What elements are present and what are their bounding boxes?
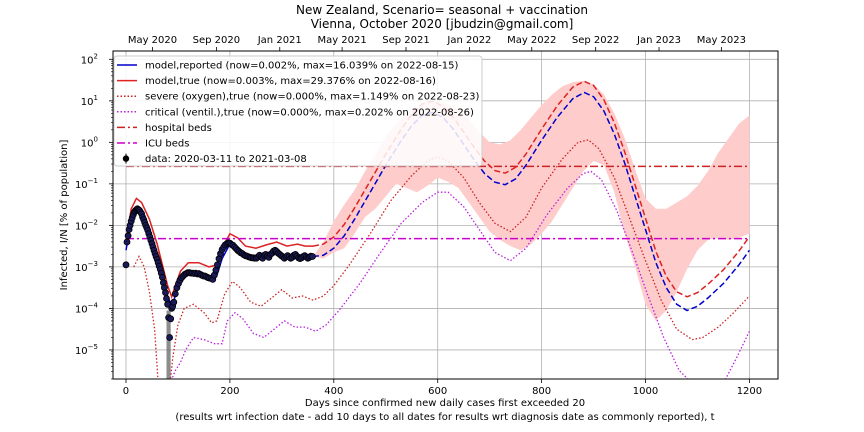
plot-frame: [112, 50, 779, 380]
legend-model-true-label: model,true (now=0.003%, max=29.376% on 2…: [145, 76, 436, 87]
top-date-label: May 2021: [317, 35, 366, 46]
y-tick-label: 100: [81, 135, 98, 149]
top-date-label: Sep 2020: [193, 35, 240, 46]
top-date-label: Jan 2022: [446, 35, 491, 46]
model-true-line: [125, 197, 313, 300]
legend: model,reported (now=0.002%, max=16.039% …: [113, 55, 483, 167]
top-date-label: Jan 2021: [257, 35, 302, 46]
data-point: [123, 238, 131, 246]
y-tick-label: 10−3: [75, 260, 98, 274]
chart-title-line-2: Vienna, October 2020 [jbudzin@gmail.com]: [311, 17, 574, 31]
legend-hospital-beds-label: hospital beds: [145, 123, 212, 134]
legend-data-marker: [122, 155, 130, 162]
x-tick-label: 1200: [737, 386, 762, 397]
x-tick-label: 1000: [633, 386, 658, 397]
data-point: [158, 273, 166, 281]
data-point: [162, 289, 169, 297]
x-axis-label-line-1: Days since confirmed new daily cases fir…: [305, 398, 585, 409]
y-tick-label: 102: [81, 52, 98, 66]
data-point: [170, 298, 178, 306]
top-date-label: May 2022: [507, 35, 556, 46]
x-axis-ticks: 0 200 400 600 800 1000 1200: [123, 379, 762, 397]
y-tick-label: 10−4: [75, 301, 99, 315]
data-error-bar: [166, 310, 171, 379]
x-tick-label: 800: [532, 386, 551, 397]
y-tick-label: 10−1: [75, 177, 98, 191]
data-point: [124, 232, 132, 240]
y-tick-label: 101: [81, 94, 98, 108]
severe-line: [133, 139, 750, 379]
x-tick-label: 200: [220, 386, 239, 397]
critical-line: [171, 170, 750, 379]
data-point: [166, 334, 174, 341]
chart-title-line-1: New Zealand, Scenario= seasonal + vaccin…: [296, 3, 588, 17]
data-point: [213, 261, 221, 269]
legend-box: [113, 55, 483, 167]
y-tick-label: 10−2: [75, 218, 98, 232]
top-date-label: Jan 2023: [636, 35, 681, 46]
y-tick-label: 10−5: [75, 343, 98, 357]
y-axis-label: Infected, I/N [% of population]: [59, 140, 70, 291]
data-point: [309, 253, 316, 260]
data-point: [122, 261, 130, 269]
top-date-axis: May 2020 Sep 2020 Jan 2021 May 2021 Sep 2021…: [128, 35, 746, 51]
top-date-label: Sep 2021: [382, 35, 429, 46]
top-date-label: Sep 2022: [572, 35, 619, 46]
data-points: [122, 205, 316, 379]
legend-severe-label: severe (oxygen),true (now=0.000%, max=1.…: [145, 92, 479, 103]
x-axis-label-line-2: (results wrt infection date - add 10 day…: [175, 412, 714, 423]
top-date-label: May 2020: [128, 35, 177, 46]
x-tick-label: 0: [123, 386, 129, 397]
data-point: [163, 295, 170, 302]
data-point: [167, 315, 175, 323]
legend-icu-beds-label: ICU beds: [145, 139, 190, 150]
x-tick-label: 600: [428, 386, 447, 397]
legend-model-reported-label: model,reported (now=0.002%, max=16.039% …: [145, 61, 459, 72]
data-point: [171, 290, 179, 298]
top-date-label: May 2023: [697, 35, 746, 46]
legend-data-label: data: 2020-03-11 to 2021-03-08: [145, 154, 307, 165]
y-axis-ticks: 102 101 100 10−1 10−2 10−3 10−4 10−5: [75, 52, 113, 380]
legend-critical-label: critical (ventil.),true (now=0.000%, max…: [145, 107, 474, 118]
x-tick-label: 400: [324, 386, 343, 397]
